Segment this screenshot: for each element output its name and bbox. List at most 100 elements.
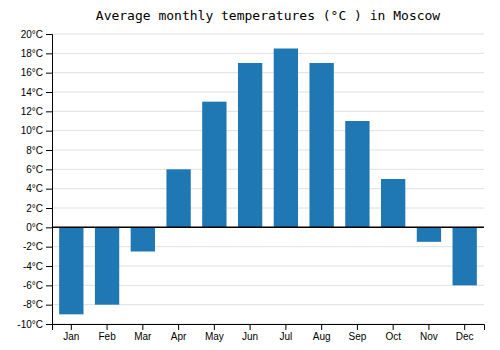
grid-line [52, 72, 484, 73]
tick: 6°C [26, 164, 52, 175]
tick: Aug [313, 324, 331, 342]
tick-mark [46, 305, 52, 306]
tick-mark [142, 324, 143, 330]
tick: 10°C [21, 125, 52, 136]
tick: 4°C [26, 183, 52, 194]
bar [453, 227, 477, 285]
bar [238, 63, 262, 227]
tick: 14°C [21, 87, 52, 98]
tick-mark [250, 324, 251, 330]
tick: Jul [279, 324, 292, 342]
tick-label: May [205, 331, 224, 342]
tick: Feb [98, 324, 116, 342]
tick: 2°C [26, 203, 52, 214]
tick-mark [46, 53, 52, 54]
grid-line [52, 130, 484, 131]
tick-mark [46, 208, 52, 209]
tick-mark [357, 324, 358, 330]
tick-label: Jul [279, 331, 292, 342]
tick-label: Mar [134, 331, 152, 342]
tick-mark [285, 324, 286, 330]
tick: Jun [242, 324, 258, 342]
tick: -8°C [23, 299, 52, 310]
grid-line [52, 227, 484, 228]
grid-line [52, 169, 484, 170]
tick-mark [46, 34, 52, 35]
tick: -4°C [23, 261, 52, 272]
tick-mark [464, 324, 465, 330]
tick-mark [46, 150, 52, 151]
tick-label: Dec [456, 331, 474, 342]
tick-label: -6°C [23, 280, 43, 291]
bar [274, 49, 298, 228]
tick-mark [46, 73, 52, 74]
tick-label: -8°C [23, 299, 43, 310]
tick: 0°C [26, 222, 52, 233]
tick-mark [46, 189, 52, 190]
grid [52, 34, 484, 324]
tick-label: 6°C [26, 164, 43, 175]
chart: -10°C -8°C -6°C -4°C -2°C 0°C 2°C 4°C 6°C 8°C 10°C… [0, 0, 500, 350]
bar [345, 121, 369, 227]
grid-line [52, 53, 484, 54]
tick-mark [107, 324, 108, 330]
tick: Mar [134, 324, 152, 342]
tick-mark [214, 324, 215, 330]
bar [417, 227, 441, 242]
bar [381, 179, 405, 227]
tick-label: 4°C [26, 183, 43, 194]
tick-label: 2°C [26, 203, 43, 214]
grid-line [52, 188, 484, 189]
tick-label: Feb [98, 331, 116, 342]
bar [166, 169, 190, 227]
tick-label: 10°C [21, 125, 43, 136]
axis-domain [53, 325, 485, 331]
tick: May [205, 324, 224, 342]
y-axis: -10°C -8°C -6°C -4°C -2°C 0°C 2°C 4°C 6°C 8°C 10°C… [17, 29, 52, 330]
tick-label: Nov [420, 331, 438, 342]
tick-label: -10°C [17, 319, 43, 330]
x-axis: Jan Feb Mar Apr May Jun Jul Aug Sep Oct Nov Dec [53, 324, 485, 342]
tick: 20°C [21, 29, 52, 40]
tick-mark [46, 92, 52, 93]
tick-mark [46, 169, 52, 170]
tick-label: 14°C [21, 87, 43, 98]
grid-line [52, 208, 484, 209]
bar [202, 102, 226, 228]
tick: Dec [456, 324, 474, 342]
tick-label: 20°C [21, 29, 43, 40]
tick-mark [46, 111, 52, 112]
tick-label: -2°C [23, 241, 43, 252]
tick-mark [46, 131, 52, 132]
tick-mark [321, 324, 322, 330]
tick-mark [46, 285, 52, 286]
zero-line [52, 227, 484, 229]
tick-label: Aug [313, 331, 331, 342]
tick-mark [46, 324, 52, 325]
bar [59, 227, 83, 314]
tick-label: 8°C [26, 145, 43, 156]
tick-label: 18°C [21, 48, 43, 59]
grid-line [52, 111, 484, 112]
tick: 16°C [21, 67, 52, 78]
tick: 8°C [26, 145, 52, 156]
tick-label: Apr [171, 331, 187, 342]
tick: -10°C [17, 319, 52, 330]
grid-line [52, 92, 484, 93]
tick-label: 12°C [21, 106, 43, 117]
tick-label: -4°C [23, 261, 43, 272]
tick: Sep [349, 324, 367, 342]
tick-label: 16°C [21, 67, 43, 78]
tick: Jan [63, 324, 79, 342]
bar [309, 63, 333, 227]
tick: -6°C [23, 280, 52, 291]
tick-mark [46, 227, 52, 228]
plot: -10°C -8°C -6°C -4°C -2°C 0°C 2°C 4°C 6°C 8°C 10°C… [17, 29, 484, 342]
tick: Nov [420, 324, 438, 342]
tick: Oct [385, 324, 401, 342]
tick: -2°C [23, 241, 52, 252]
bar [131, 227, 155, 251]
bar [95, 227, 119, 304]
tick-label: 0°C [26, 222, 43, 233]
title: Average monthly temperatures (°C ) in Mo… [96, 8, 441, 23]
